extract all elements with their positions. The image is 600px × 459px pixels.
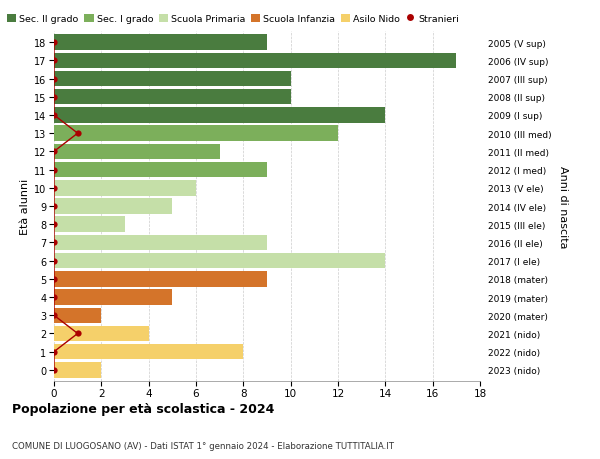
Legend: Sec. II grado, Sec. I grado, Scuola Primaria, Scuola Infanzia, Asilo Nido, Stran: Sec. II grado, Sec. I grado, Scuola Prim… [7,15,459,24]
Bar [54,72,290,87]
Bar [54,272,267,287]
Bar [54,35,267,51]
Text: COMUNE DI LUOGOSANO (AV) - Dati ISTAT 1° gennaio 2024 - Elaborazione TUTTITALIA.: COMUNE DI LUOGOSANO (AV) - Dati ISTAT 1°… [12,441,394,450]
Text: Popolazione per età scolastica - 2024: Popolazione per età scolastica - 2024 [12,403,274,415]
Y-axis label: Età alunni: Età alunni [20,179,30,235]
Bar [54,308,101,323]
Bar [54,108,385,123]
Bar [54,199,172,214]
Bar [54,290,172,305]
Bar [54,144,220,160]
Bar [54,181,196,196]
Bar [54,362,101,378]
Bar [54,326,149,341]
Y-axis label: Anni di nascita: Anni di nascita [558,165,568,248]
Bar [54,162,267,178]
Bar [54,344,244,359]
Bar [54,253,385,269]
Bar [54,235,267,251]
Bar [54,126,338,141]
Bar [54,54,457,69]
Bar [54,217,125,232]
Bar [54,90,290,105]
